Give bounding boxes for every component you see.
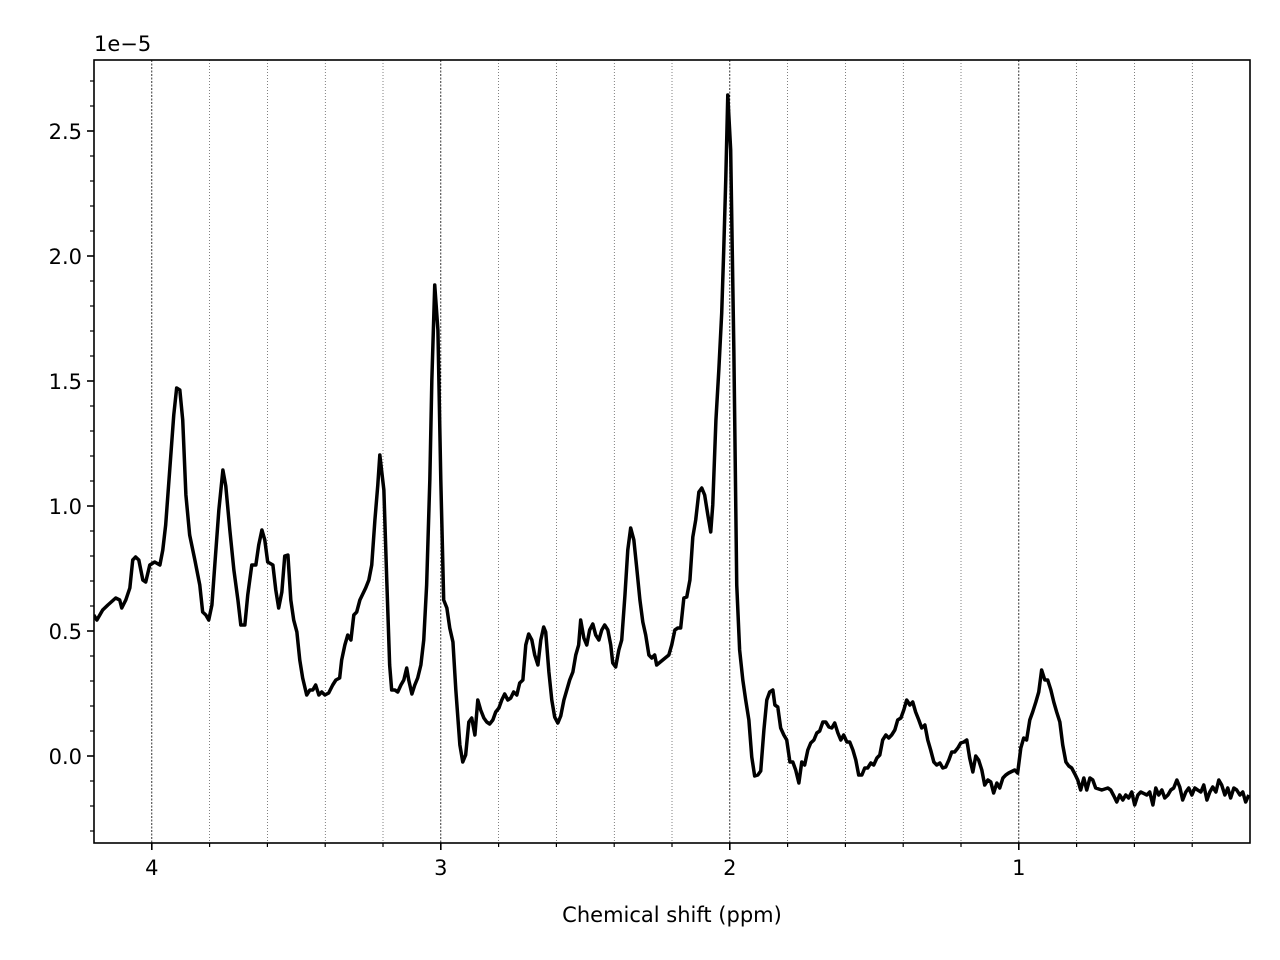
y-tick-label: 2.5 — [49, 120, 82, 144]
y-tick-label: 1.5 — [49, 370, 82, 394]
x-tick-label: 4 — [145, 856, 158, 880]
y-tick-label: 0.0 — [49, 745, 82, 769]
plot-frame — [93, 59, 1251, 844]
x-tick-label: 3 — [434, 856, 447, 880]
y-tick-label: 1.0 — [49, 495, 82, 519]
x-tick-label: 1 — [1012, 856, 1025, 880]
y-tick-label: 0.5 — [49, 620, 82, 644]
x-tick-label: 2 — [723, 856, 736, 880]
y-tick-label: 2.0 — [49, 245, 82, 269]
spectrum-line — [94, 93, 1250, 807]
x-axis-label: Chemical shift (ppm) — [562, 903, 782, 927]
y-offset-label: 1e−5 — [94, 32, 151, 56]
